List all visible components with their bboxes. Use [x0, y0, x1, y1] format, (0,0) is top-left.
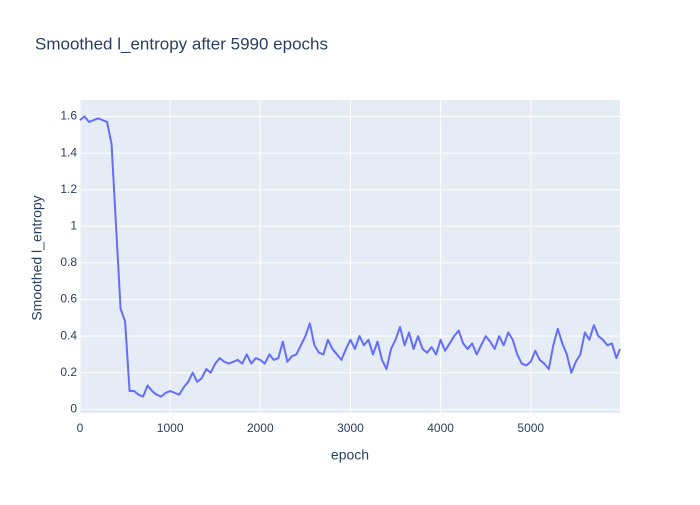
x-tick-label: 5000 — [517, 421, 544, 435]
x-tick-label: 1000 — [157, 421, 184, 435]
y-tick-label: 1.4 — [60, 145, 77, 159]
y-axis-label: Smoothed l_entropy — [29, 195, 45, 320]
y-tick-label: 0.4 — [60, 328, 77, 342]
x-tick-label: 0 — [77, 421, 84, 435]
y-tick-label: 0.2 — [60, 365, 77, 379]
x-tick-label: 2000 — [247, 421, 274, 435]
y-tick-label: 1.2 — [60, 182, 77, 196]
data-line — [79, 115, 621, 398]
chart-title: Smoothed l_entropy after 5990 epochs — [35, 34, 328, 53]
x-tick-label: 4000 — [427, 421, 454, 435]
y-tick-label: 0.8 — [60, 255, 77, 269]
x-tick-label: 3000 — [337, 421, 364, 435]
y-tick-label: 1 — [70, 218, 77, 232]
y-tick-label: 0 — [70, 402, 77, 416]
y-tick-label: 0.6 — [60, 292, 77, 306]
y-tick-label: 1.6 — [60, 109, 77, 123]
x-axis-label: epoch — [331, 447, 369, 463]
